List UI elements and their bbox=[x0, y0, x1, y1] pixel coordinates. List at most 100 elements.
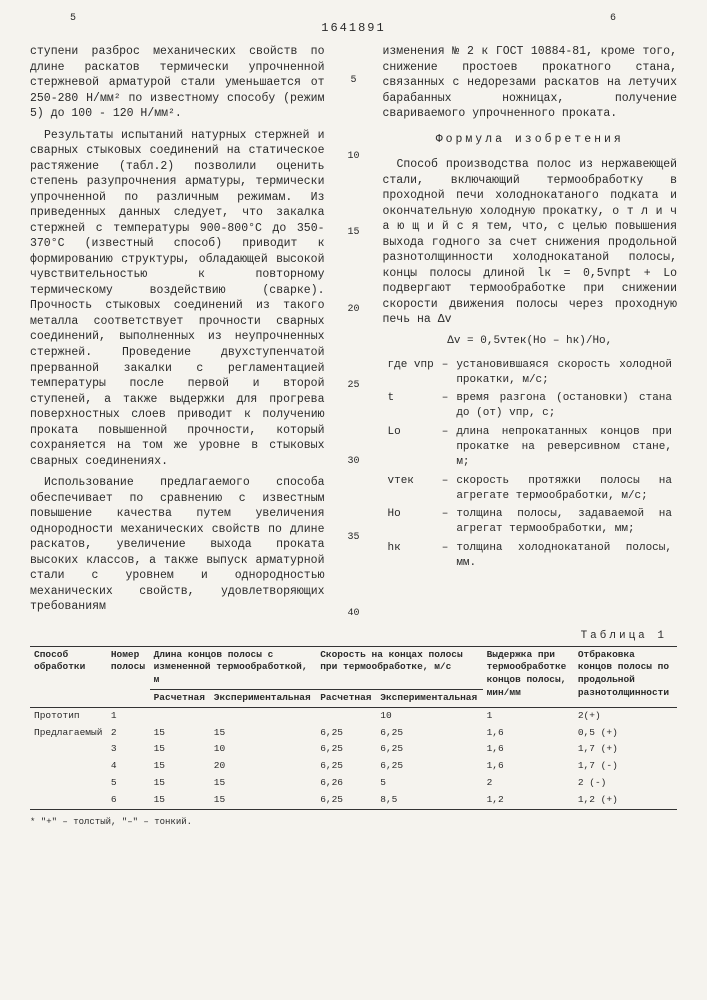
table-cell: 6,25 bbox=[376, 741, 482, 758]
line-marker: 30 bbox=[345, 455, 363, 469]
line-marker: 35 bbox=[345, 531, 363, 545]
where-row: t–время разгона (остановки) стана до (от… bbox=[385, 390, 676, 422]
line-marker: 40 bbox=[345, 607, 363, 621]
where-dash: – bbox=[439, 357, 452, 389]
where-dash: – bbox=[439, 473, 452, 505]
table-cell: 1,6 bbox=[483, 758, 574, 775]
table-cell: 2(+) bbox=[574, 707, 677, 724]
th: Расчетная bbox=[316, 690, 376, 708]
right-p2: Способ производства полос из нержавеющей… bbox=[383, 157, 678, 328]
line-number-gutter: 5 10 15 20 25 30 35 40 bbox=[345, 44, 363, 621]
table-cell bbox=[30, 741, 107, 758]
where-dash: – bbox=[439, 390, 452, 422]
where-sym: где vпр bbox=[385, 357, 437, 389]
where-definitions: где vпр–установившаяся скорость холодной… bbox=[383, 355, 678, 574]
table-cell: 5 bbox=[376, 775, 482, 792]
table-cell: 6,25 bbox=[316, 758, 376, 775]
table-cell: 10 bbox=[210, 741, 316, 758]
table-cell: 1,6 bbox=[483, 741, 574, 758]
two-column-body: ступени разброс механических свойств по … bbox=[30, 44, 677, 621]
where-def: установившаяся скорость холодной прокатк… bbox=[453, 357, 675, 389]
formula-title: Формула изобретения bbox=[383, 132, 678, 148]
left-column: ступени разброс механических свойств по … bbox=[30, 44, 325, 621]
table-cell bbox=[150, 707, 210, 724]
where-row: где vпр–установившаяся скорость холодной… bbox=[385, 357, 676, 389]
table-cell: 5 bbox=[107, 775, 150, 792]
left-p3: Использование предлагаемого способа обес… bbox=[30, 475, 325, 615]
table-body: Прототип11012(+)Предлагаемый215156,256,2… bbox=[30, 707, 677, 809]
where-sym: t bbox=[385, 390, 437, 422]
table-row: Предлагаемый215156,256,251,60,5 (+) bbox=[30, 725, 677, 742]
where-sym: Hо bbox=[385, 506, 437, 538]
th: Выдержка при термообработке концов полос… bbox=[483, 646, 574, 707]
th: Скорость на концах полосы при термообраб… bbox=[316, 646, 482, 689]
where-row: hк–толщина холоднокатаной полосы, мм. bbox=[385, 540, 676, 572]
line-marker: 10 bbox=[345, 150, 363, 164]
top-marker-left: 5 bbox=[70, 12, 76, 26]
table-cell: 6,25 bbox=[376, 725, 482, 742]
table-cell: 2 bbox=[107, 725, 150, 742]
table-cell: 1 bbox=[107, 707, 150, 724]
table-cell: 15 bbox=[150, 775, 210, 792]
where-dash: – bbox=[439, 506, 452, 538]
th: Расчетная bbox=[150, 690, 210, 708]
where-row: vтек–скорость протяжки полосы на агрегат… bbox=[385, 473, 676, 505]
table-cell: 20 bbox=[210, 758, 316, 775]
table-cell bbox=[30, 792, 107, 809]
table-cell: 8,5 bbox=[376, 792, 482, 809]
table-cell: 15 bbox=[210, 792, 316, 809]
line-marker: 5 bbox=[345, 74, 363, 88]
table-cell: 6,25 bbox=[316, 725, 376, 742]
table-cell: 2 (-) bbox=[574, 775, 677, 792]
table-cell: 2 bbox=[483, 775, 574, 792]
table-cell: 3 bbox=[107, 741, 150, 758]
where-def: толщина полосы, задаваемой на агрегат те… bbox=[453, 506, 675, 538]
where-def: толщина холоднокатаной полосы, мм. bbox=[453, 540, 675, 572]
equation: Δv = 0,5vтек(Hо – hк)/Hо, bbox=[383, 334, 678, 349]
left-p1: ступени разброс механических свойств по … bbox=[30, 44, 325, 122]
table-cell bbox=[30, 775, 107, 792]
where-row: Hо–толщина полосы, задаваемой на агрегат… bbox=[385, 506, 676, 538]
table-cell: 6,26 bbox=[316, 775, 376, 792]
where-sym: hк bbox=[385, 540, 437, 572]
table-cell: 0,5 (+) bbox=[574, 725, 677, 742]
table-cell: 15 bbox=[150, 741, 210, 758]
th: Способ обработки bbox=[30, 646, 107, 707]
table-cell: 15 bbox=[210, 775, 316, 792]
th: Длина концов полосы с измененной термооб… bbox=[150, 646, 317, 689]
table-cell: 1,2 (+) bbox=[574, 792, 677, 809]
where-sym: vтек bbox=[385, 473, 437, 505]
table-cell: 10 bbox=[376, 707, 482, 724]
page-number: 1641891 bbox=[30, 20, 677, 36]
right-p1: изменения № 2 к ГОСТ 10884-81, кроме тог… bbox=[383, 44, 678, 122]
table-header-row: Способ обработки Номер полосы Длина конц… bbox=[30, 646, 677, 689]
table-cell: 15 bbox=[150, 792, 210, 809]
table-cell: 15 bbox=[210, 725, 316, 742]
th: Экспериментальная bbox=[210, 690, 316, 708]
table-cell: 1,7 (-) bbox=[574, 758, 677, 775]
table-cell: 1,7 (+) bbox=[574, 741, 677, 758]
table-cell: 1,6 bbox=[483, 725, 574, 742]
th: Номер полосы bbox=[107, 646, 150, 707]
table-cell: 15 bbox=[150, 725, 210, 742]
table-cell: 15 bbox=[150, 758, 210, 775]
right-column: изменения № 2 к ГОСТ 10884-81, кроме тог… bbox=[383, 44, 678, 621]
table-cell bbox=[316, 707, 376, 724]
line-marker: 15 bbox=[345, 226, 363, 240]
line-marker: 20 bbox=[345, 303, 363, 317]
table-cell: 6,25 bbox=[316, 741, 376, 758]
table-cell: Предлагаемый bbox=[30, 725, 107, 742]
table-cell: 6,25 bbox=[376, 758, 482, 775]
where-def: скорость протяжки полосы на агрегате тер… bbox=[453, 473, 675, 505]
where-sym: Lо bbox=[385, 424, 437, 471]
table-cell: Прототип bbox=[30, 707, 107, 724]
where-def: время разгона (остановки) стана до (от) … bbox=[453, 390, 675, 422]
table-cell: 6 bbox=[107, 792, 150, 809]
table-cell: 1 bbox=[483, 707, 574, 724]
table-row: 615156,258,51,21,2 (+) bbox=[30, 792, 677, 809]
where-dash: – bbox=[439, 540, 452, 572]
th: Отбраковка концов полосы по продольной р… bbox=[574, 646, 677, 707]
where-dash: – bbox=[439, 424, 452, 471]
table-cell bbox=[30, 758, 107, 775]
table-cell bbox=[210, 707, 316, 724]
